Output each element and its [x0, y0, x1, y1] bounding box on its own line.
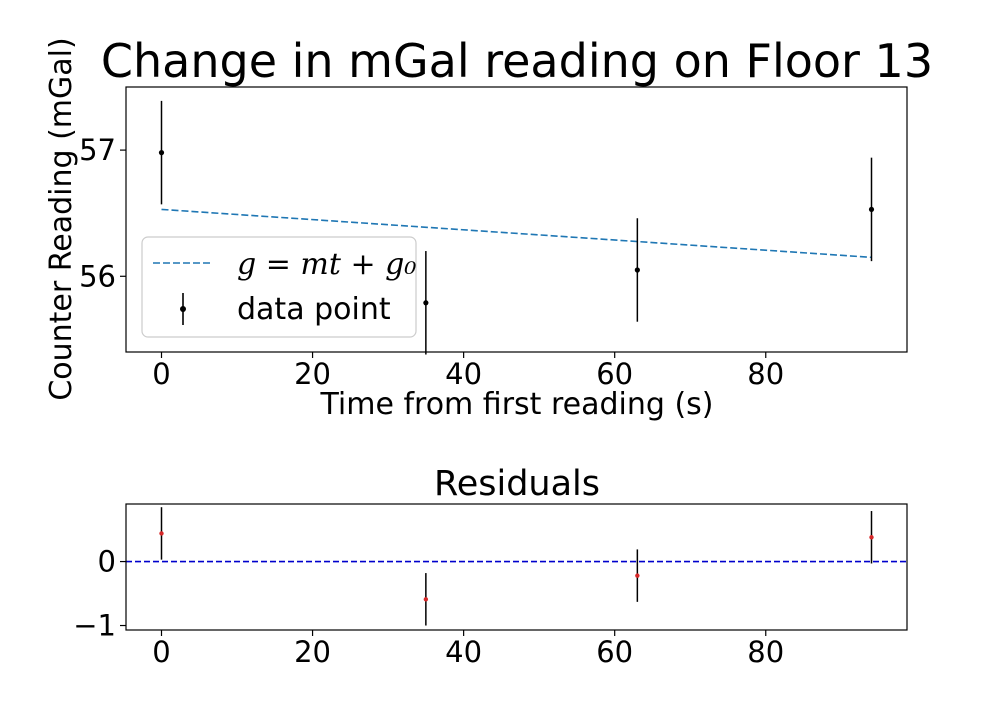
main-axes-frame — [125, 86, 908, 353]
main-chart-title: Change in mGal reading on Floor 13 — [101, 34, 933, 88]
residuals-data-point — [159, 531, 164, 536]
main-x-tick-label: 60 — [596, 357, 633, 391]
residuals-chart-title: Residuals — [434, 464, 600, 504]
main-x-tick-label: 0 — [152, 357, 170, 391]
main-y-tick-label: 57 — [79, 133, 116, 167]
residuals-y-tick-label: 0 — [98, 545, 116, 579]
main-y-axis-label: Counter Reading (mGal) — [44, 37, 79, 400]
residuals-axes-frame — [125, 503, 908, 631]
residuals-data-point — [635, 573, 640, 578]
main-fit-line — [161, 208, 872, 259]
residuals-x-tick-label: 0 — [152, 635, 170, 669]
main-data-point — [868, 206, 875, 213]
main-x-tick-label: 80 — [747, 357, 784, 391]
main-x-tick-label: 40 — [445, 357, 482, 391]
residuals-x-tick-label: 60 — [596, 635, 633, 669]
main-data-point — [158, 150, 165, 156]
legend-box — [141, 236, 417, 338]
residuals-data-point — [423, 597, 429, 602]
main-x-tick-label: 20 — [294, 357, 331, 391]
residuals-x-tick-label: 40 — [445, 635, 482, 669]
main-x-axis-label: Time from first reading (s) — [320, 387, 714, 422]
legend-fit-label: g = mt + g₀ — [237, 247, 416, 282]
legend-data-label: data point — [237, 292, 391, 327]
main-data-point — [634, 267, 640, 273]
main-data-point — [423, 300, 429, 306]
legend: g = mt + g₀ data point — [141, 236, 417, 338]
main-plot-area: 0 20 40 60 80 56 57 — [79, 86, 908, 391]
residuals-data-point — [869, 535, 874, 540]
residuals-x-tick-label: 20 — [294, 635, 331, 669]
main-y-tick-label: 56 — [79, 259, 116, 293]
residuals-x-tick-label: 80 — [747, 635, 784, 669]
residuals-plot-area: 0 20 40 60 80 −1 0 — [73, 503, 908, 669]
legend-data-marker-swatch — [180, 306, 186, 312]
residuals-y-tick-label: −1 — [73, 609, 116, 643]
